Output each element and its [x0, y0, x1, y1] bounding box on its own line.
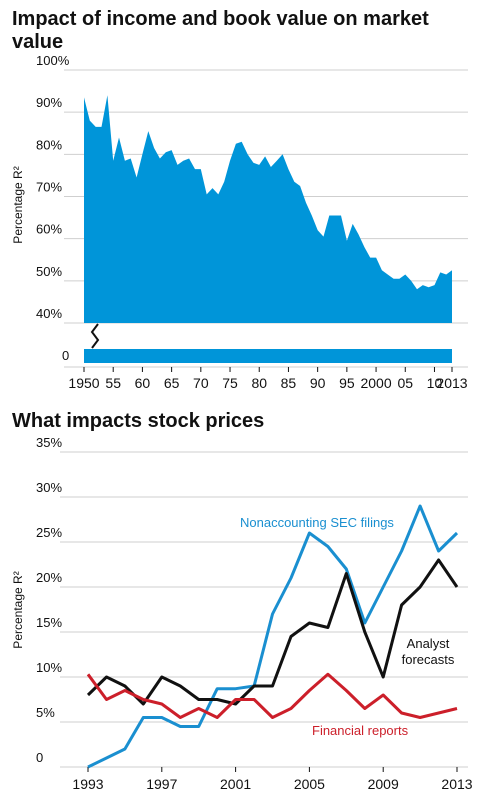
series-line	[86, 672, 458, 719]
x-tick-label: 95	[339, 375, 355, 391]
y-tick-label: 50%	[36, 264, 62, 279]
y-tick-label: 0	[36, 750, 43, 765]
x-tick-label: 90	[310, 375, 326, 391]
x-tick-label: 2013	[436, 375, 467, 391]
x-tick-label: 2013	[441, 776, 472, 792]
y-axis-label: Percentage R²	[11, 166, 25, 243]
series-line	[87, 504, 459, 769]
series-label: Financial reports	[312, 723, 409, 738]
x-tick-label: 2005	[294, 776, 325, 792]
y-tick-label: 5%	[36, 705, 55, 720]
y-tick-label: 40%	[36, 306, 62, 321]
y-tick-label: 20%	[36, 570, 62, 585]
axis-break-icon	[90, 323, 100, 349]
market-value-area-chart: 100% 90% 80% 70% 60% 50% 40% 0 Percentage R² 1950…	[11, 53, 468, 391]
x-tick-label: 80	[251, 375, 267, 391]
x-tick-label: 2000	[360, 375, 391, 391]
x-tick-label: 55	[105, 375, 121, 391]
chart1-title: Impact of income and book value on marke…	[12, 8, 429, 53]
y-tick-label: 10%	[36, 660, 62, 675]
x-tick-label: 75	[222, 375, 238, 391]
x-tick-label: 1993	[72, 776, 103, 792]
x-tick-label: 05	[397, 375, 413, 391]
x-tick-label: 65	[164, 375, 180, 391]
series-label: Nonaccounting SEC filings	[240, 515, 394, 530]
y-tick-label: 100%	[36, 53, 70, 68]
y-tick-label: 15%	[36, 615, 62, 630]
x-tick-label: 60	[135, 375, 151, 391]
y-tick-label: 80%	[36, 137, 62, 152]
x-tick-label: 2001	[220, 776, 251, 792]
y-tick-label: 25%	[36, 525, 62, 540]
x-tick-label: 70	[193, 375, 209, 391]
y-axis-label: Percentage R²	[11, 571, 25, 648]
y-break-label: 0	[62, 348, 69, 363]
series-line	[86, 558, 459, 706]
area-series	[84, 95, 452, 323]
y-tick-label: 30%	[36, 480, 62, 495]
y-tick-label: 60%	[36, 222, 62, 237]
x-tick-label: 85	[281, 375, 297, 391]
x-tick-label: 2009	[368, 776, 399, 792]
x-tick-label: 1997	[146, 776, 177, 792]
y-tick-label: 90%	[36, 95, 62, 110]
y-tick-label: 70%	[36, 180, 62, 195]
series-label: forecasts	[402, 652, 455, 667]
y-tick-label: 35%	[36, 435, 62, 450]
series-label: Analyst	[407, 636, 450, 651]
x-tick-label: 10	[427, 375, 443, 391]
chart2-title: What impacts stock prices	[12, 410, 265, 432]
x-tick-label: 1950	[68, 375, 99, 391]
zero-base-bar	[84, 349, 452, 363]
